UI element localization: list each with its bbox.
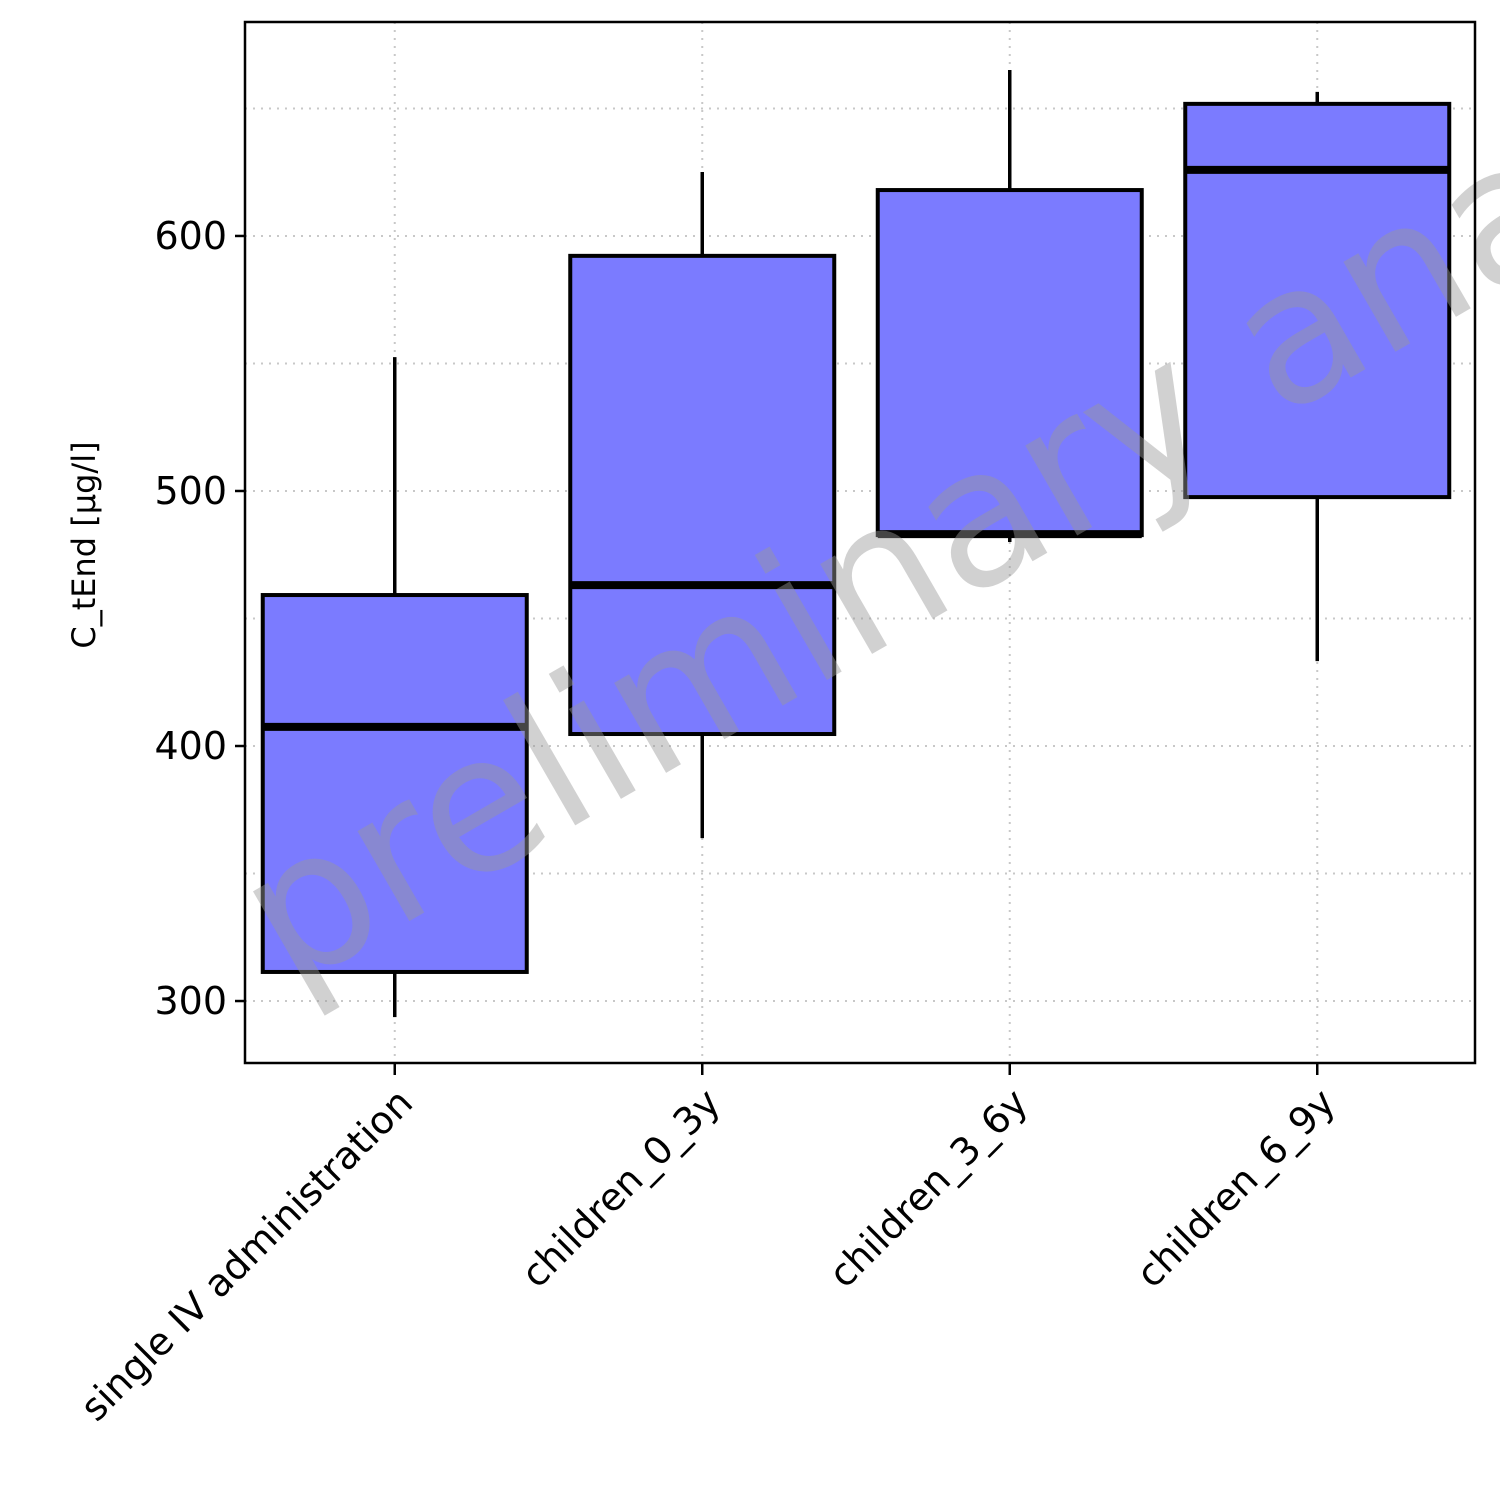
box: [260, 593, 529, 974]
boxes: [260, 69, 1452, 1018]
x-tick-label: children_0_3y: [513, 1080, 729, 1296]
y-axis-label: C_tEnd [µg/l]: [65, 441, 103, 648]
y-tick-label: 400: [154, 724, 227, 768]
x-tick-label: children_6_9y: [1128, 1080, 1344, 1296]
y-tick-label: 600: [154, 214, 227, 258]
x-tick-label: children_3_6y: [820, 1080, 1036, 1296]
y-tick-label: 500: [154, 469, 227, 513]
x-tick-label: single IV administration: [72, 1080, 421, 1429]
box: [875, 188, 1144, 538]
box: [568, 253, 837, 737]
plot-frame: [243, 20, 1477, 1065]
y-tick-label: 300: [154, 979, 227, 1023]
